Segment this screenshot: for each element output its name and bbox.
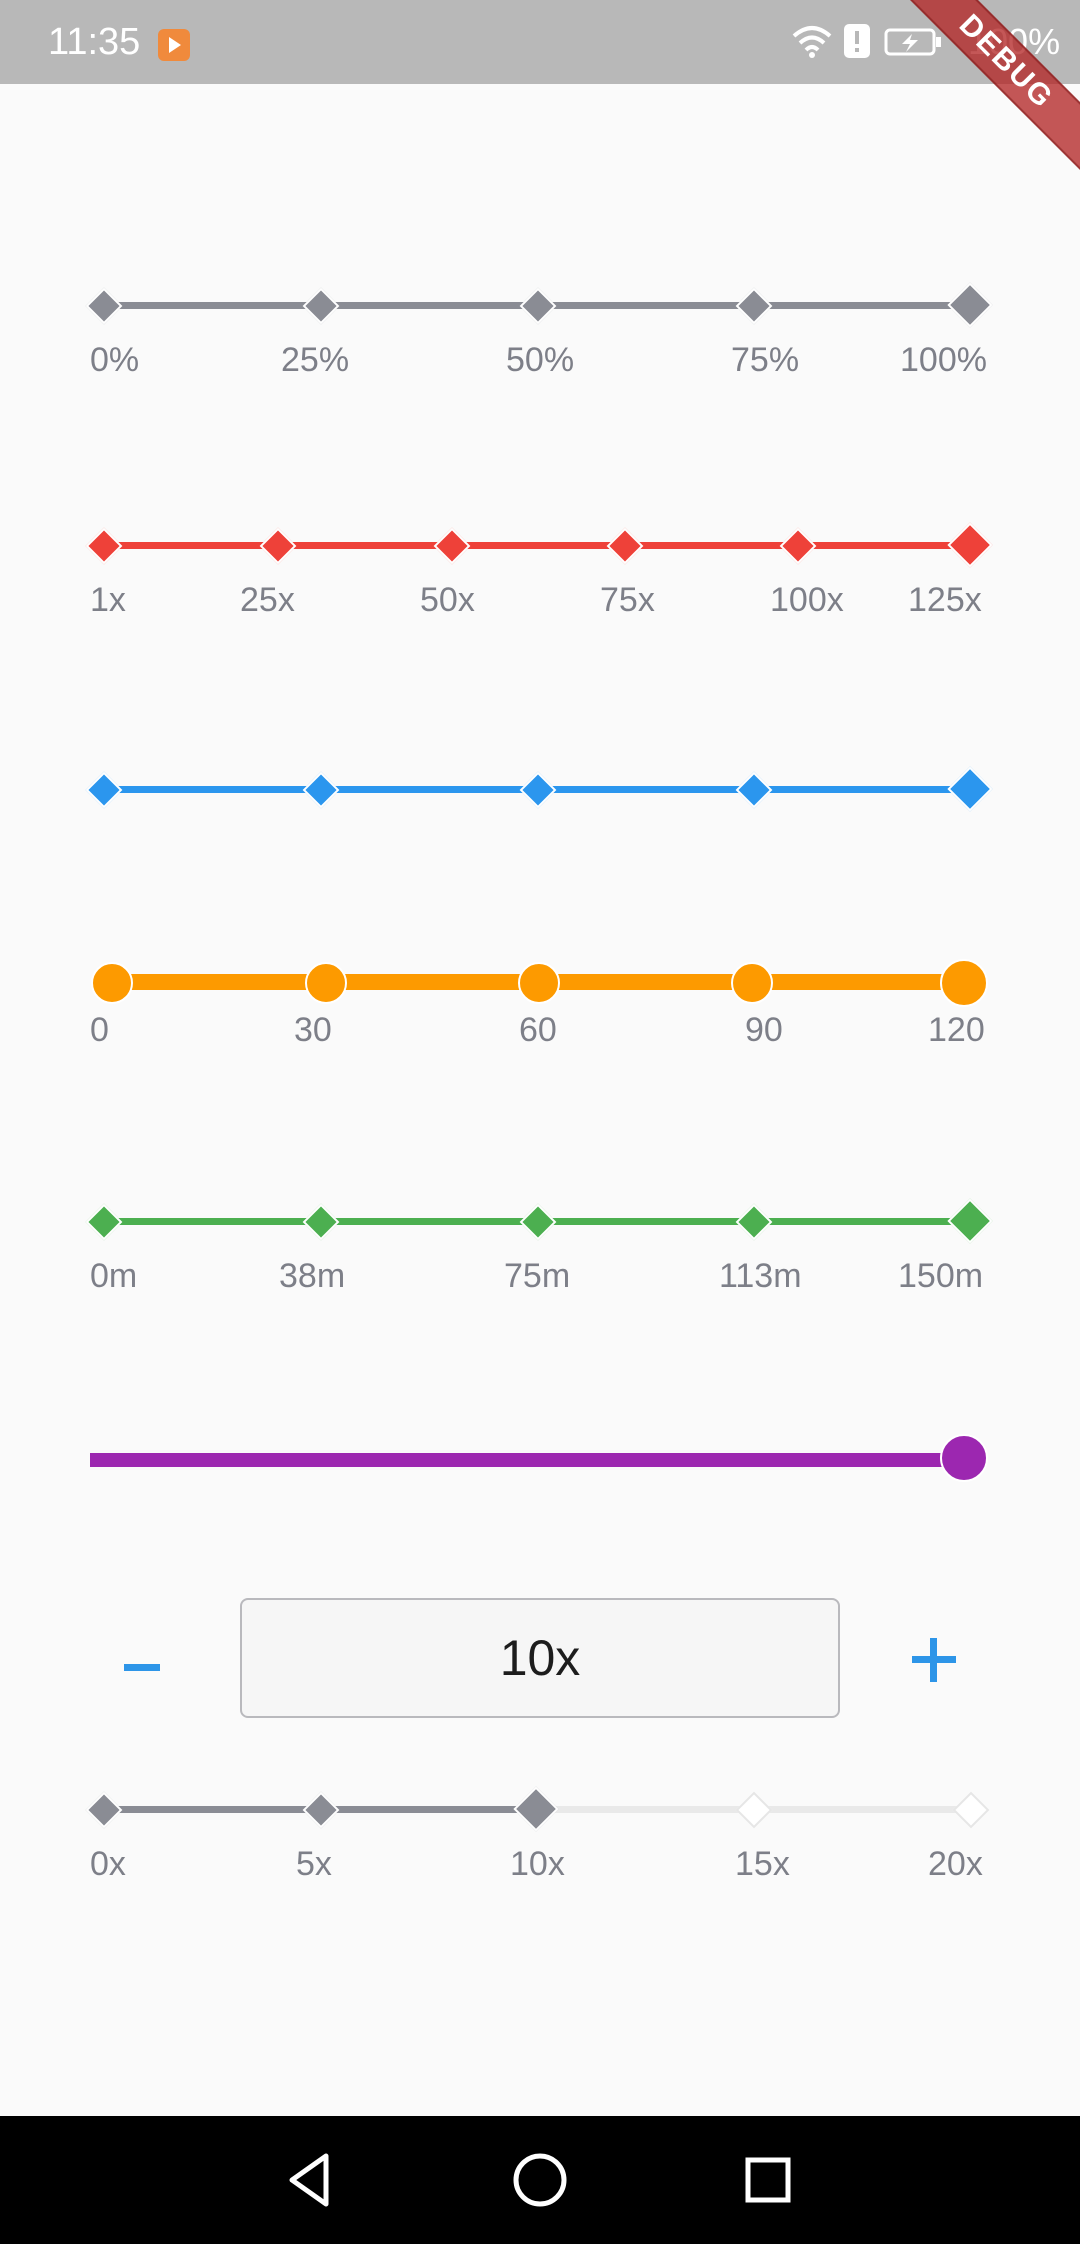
slider-thumb[interactable] [947,282,993,328]
slider-count[interactable]: 0 30 60 90 120 [0,946,1080,1066]
slider-tick-2 [433,527,471,565]
slider-tick-3 [735,287,773,325]
tick-label: 100% [900,341,987,379]
slider-tick-2 [519,1203,557,1241]
slider-tick-3 [735,771,773,809]
tick-label: 30 [294,1011,332,1049]
slider-tick-4 [779,527,817,565]
tick-label: 25% [281,341,350,379]
slider-tick-2 [519,287,557,325]
tick-label: 1x [90,581,126,619]
tick-label: 90 [745,1011,783,1049]
slider-percent[interactable]: 0% 25% 50% 75% 100% [0,270,1080,390]
tick-label: 125x [908,581,982,619]
tick-label: 25x [240,581,295,619]
decrement-button[interactable] [100,1624,184,1708]
slider-tick-0 [85,287,123,325]
slider-tick-1 [302,1791,340,1829]
tick-label: 75x [600,581,655,619]
minus-icon [124,1664,160,1671]
slider-tick-1 [302,1203,340,1241]
tick-label: 0 [90,1011,109,1049]
slider-thumb[interactable] [940,1434,988,1482]
slider-tick-3 [606,527,644,565]
app-notification-icon [158,29,190,61]
wifi-icon [792,24,832,63]
slider-multiplier[interactable]: 1x 25x 50x 75x 100x 125x [0,510,1080,630]
slider-tick-0 [85,771,123,809]
alert-icon [844,24,870,58]
tick-label: 75% [731,341,800,379]
tick-label: 50x [420,581,475,619]
slider-tick-1 [302,771,340,809]
slider-tick-1 [259,527,297,565]
home-icon[interactable] [508,2148,572,2212]
tick-label: 0% [90,341,140,379]
slider-track [104,542,972,549]
slider-thumb[interactable] [947,1198,993,1244]
tick-label: 20x [928,1845,983,1883]
tick-label: 0x [90,1845,126,1883]
tick-label: 150m [898,1257,984,1295]
tick-label: 10x [510,1845,565,1883]
slider-tick-0 [85,1203,123,1241]
navigation-bar [0,2116,1080,2244]
slider-tick-2 [518,962,560,1004]
tick-label: 120 [928,1011,985,1049]
slider-zoom[interactable]: 0x 5x 10x 15x 20x [0,1774,1080,1894]
slider-thumb[interactable] [940,959,988,1007]
slider-tick-2 [519,771,557,809]
tick-label: 60 [519,1011,557,1049]
tick-label: 113m [719,1257,802,1295]
slider-tick-0 [85,1791,123,1829]
tick-label: 38m [279,1257,346,1295]
slider-tick-0 [91,962,133,1004]
status-bar: 11:35 100% DEBUG [0,0,1080,186]
tick-label: 5x [296,1845,332,1883]
slider-tick-1 [305,962,347,1004]
slider-continuous[interactable] [0,1424,1080,1494]
recents-icon[interactable] [736,2148,800,2212]
tick-label: 100x [770,581,844,619]
tick-label: 50% [506,341,575,379]
slider-tick-1 [302,287,340,325]
slider-thumb[interactable] [513,1786,559,1832]
slider-track [90,1453,970,1467]
back-icon[interactable] [278,2148,342,2212]
battery-charging-icon [884,28,942,61]
slider-tick-3 [731,962,773,1004]
zoom-value-field[interactable]: 10x [240,1598,840,1718]
slider-tick-3 [735,1203,773,1241]
slider-thumb[interactable] [947,522,993,568]
slider-tick-3 [735,1791,773,1829]
slider-unlabeled[interactable] [0,754,1080,824]
slider-thumb[interactable] [947,766,993,812]
status-time: 11:35 [48,21,141,63]
increment-button[interactable] [892,1618,976,1702]
slider-tick-4 [952,1791,990,1829]
slider-tick-0 [85,527,123,565]
tick-label: 15x [735,1845,790,1883]
tick-label: 75m [504,1257,571,1295]
tick-label: 0m [90,1257,138,1295]
slider-distance[interactable]: 0m 38m 75m 113m 150m [0,1186,1080,1306]
